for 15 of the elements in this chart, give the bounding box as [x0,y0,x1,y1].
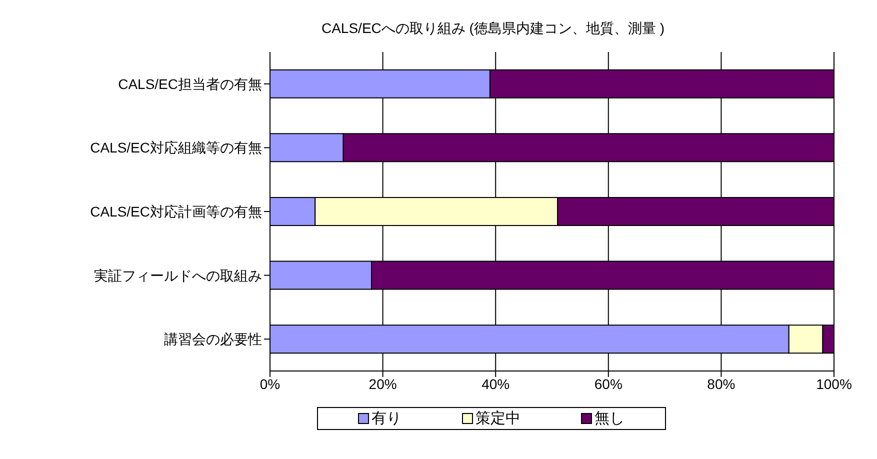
legend-label: 無し [594,409,624,428]
y-tick-label: CALS/EC対応計画等の有無 [90,203,262,220]
y-tick-label: CALS/EC対応組織等の有無 [90,140,262,156]
legend-label: 有り [370,409,402,428]
x-tick-label: 100% [816,376,852,392]
x-tick-label: 80% [707,376,736,392]
x-tick-label: 40% [482,376,510,392]
y-tick-label: 実証フィールドへの取組み [94,267,262,284]
chart-title: CALS/ECへの取り組み (徳島県内建コン、地質、測量 ) [320,20,666,38]
y-tick-label: 講習会の必要性 [164,331,262,348]
y-tick-label: CALS/EC担当者の有無 [118,76,262,92]
x-tick-label: 0% [260,376,280,392]
x-tick-label: 60% [594,376,622,392]
x-tick-label: 20% [368,376,397,392]
legend-label: 策定中 [474,409,520,428]
